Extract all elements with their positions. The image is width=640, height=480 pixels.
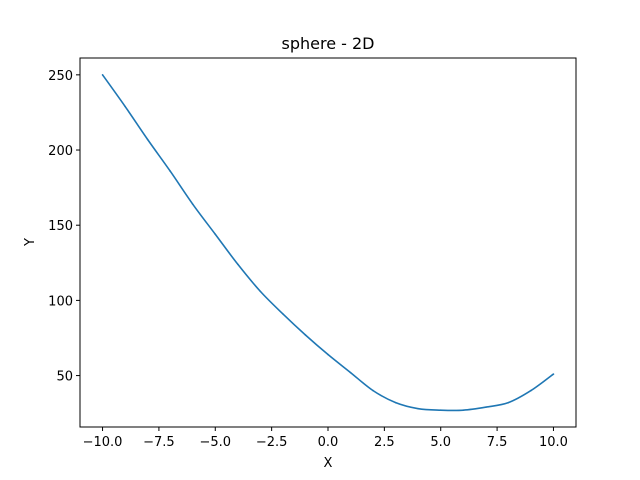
data-point	[552, 373, 555, 375]
y-axis-label: Y	[23, 238, 38, 247]
data-point	[417, 407, 419, 410]
x-tick-label: 5.0	[430, 435, 451, 450]
y-tick-label: 200	[48, 144, 73, 159]
y-tick-label: 150	[48, 219, 73, 234]
x-tick-label: −7.5	[143, 435, 175, 450]
data-point	[169, 170, 171, 172]
data-point	[372, 389, 374, 392]
data-point	[394, 401, 397, 404]
data-point	[530, 389, 532, 392]
data-point	[485, 406, 487, 408]
x-tick-label: −5.0	[199, 435, 231, 450]
x-tick-label: 7.5	[487, 435, 508, 450]
data-point	[214, 233, 217, 236]
x-axis-ticks: −10.0 −7.5 −5.0 −2.5 0.0 2.5 5.0 7.5 10.0	[83, 427, 568, 450]
data-point	[237, 263, 239, 266]
data-point	[101, 74, 104, 76]
data-point	[124, 105, 126, 108]
y-tick-label: 100	[48, 294, 73, 309]
x-tick-label: 10.0	[539, 435, 568, 450]
plot-area	[101, 74, 555, 412]
data-point	[259, 290, 262, 293]
data-point	[507, 401, 510, 404]
y-tick-label: 50	[56, 370, 73, 385]
x-tick-label: −10.0	[83, 435, 123, 450]
y-axis-ticks: 50 100 150 200 250	[48, 69, 80, 385]
x-tick-label: −2.5	[256, 435, 288, 450]
data-point	[327, 353, 329, 356]
x-axis-label: X	[324, 456, 333, 471]
data-point	[191, 203, 194, 205]
chart-title: sphere - 2D	[282, 34, 375, 53]
data-point	[439, 409, 442, 411]
data-point	[282, 313, 284, 315]
y-tick-label: 250	[48, 69, 73, 84]
data-point	[349, 371, 352, 374]
x-tick-label: 0.0	[318, 435, 339, 450]
data-point	[462, 409, 465, 411]
data-point	[304, 334, 307, 336]
x-tick-label: 2.5	[374, 435, 395, 450]
data-point	[146, 138, 149, 141]
plot-frame	[79, 57, 577, 428]
